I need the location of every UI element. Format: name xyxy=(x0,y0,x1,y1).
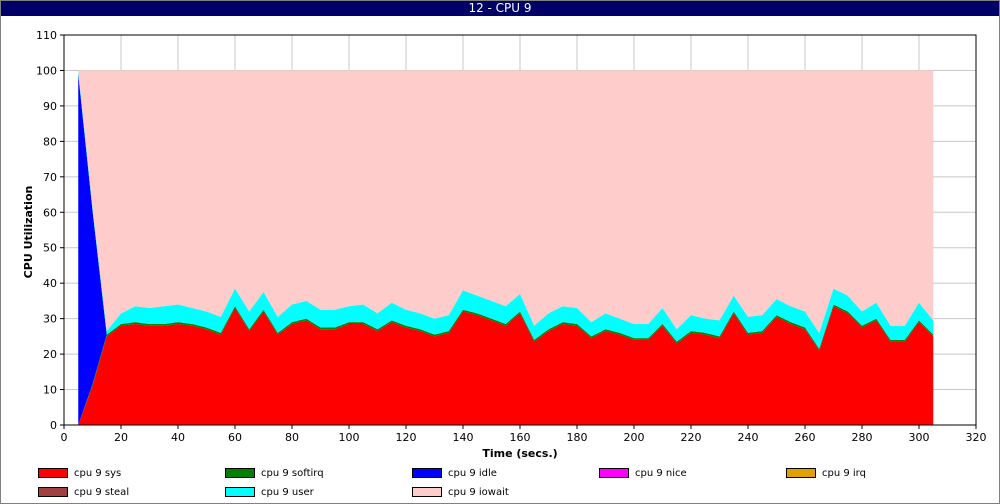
area-cpu-9-sys xyxy=(78,306,934,425)
y-tick-label: 20 xyxy=(43,348,57,361)
y-tick-label: 40 xyxy=(43,277,57,290)
legend-label: cpu 9 softirq xyxy=(261,467,324,479)
legend-item: cpu 9 user xyxy=(225,485,314,499)
x-tick-label: 40 xyxy=(171,431,185,444)
legend-label: cpu 9 irq xyxy=(822,467,866,479)
x-tick-label: 0 xyxy=(61,431,68,444)
y-tick-label: 30 xyxy=(43,313,57,326)
x-tick-label: 60 xyxy=(228,431,242,444)
y-tick-label: 70 xyxy=(43,171,57,184)
legend-swatch xyxy=(225,487,255,497)
legend-swatch xyxy=(38,468,68,478)
window-title: 12 - CPU 9 xyxy=(1,1,999,16)
legend-swatch xyxy=(786,468,816,478)
x-tick-label: 300 xyxy=(909,431,930,444)
legend-label: cpu 9 sys xyxy=(74,467,122,479)
x-tick-label: 120 xyxy=(396,431,417,444)
legend-swatch xyxy=(599,468,629,478)
y-tick-label: 80 xyxy=(43,135,57,148)
legend-swatch xyxy=(225,468,255,478)
legend-item: cpu 9 iowait xyxy=(412,485,509,499)
y-axis-label: CPU Utilization xyxy=(22,186,35,279)
x-tick-label: 180 xyxy=(567,431,588,444)
x-tick-label: 160 xyxy=(510,431,531,444)
x-tick-label: 240 xyxy=(738,431,759,444)
legend-item: cpu 9 irq xyxy=(786,466,866,480)
x-tick-label: 280 xyxy=(852,431,873,444)
x-tick-label: 20 xyxy=(114,431,128,444)
legend-label: cpu 9 steal xyxy=(74,486,130,498)
x-tick-label: 220 xyxy=(681,431,702,444)
area-cpu-9-iowait xyxy=(78,70,934,333)
legend-item: cpu 9 sys xyxy=(38,466,121,480)
y-tick-label: 60 xyxy=(43,206,57,219)
legend-label: cpu 9 idle xyxy=(448,467,497,479)
x-tick-label: 80 xyxy=(285,431,299,444)
legend-swatch xyxy=(412,487,442,497)
stacked-areas xyxy=(78,70,934,425)
y-tick-label: 90 xyxy=(43,100,57,113)
legend-label: cpu 9 iowait xyxy=(448,486,509,498)
x-tick-label: 320 xyxy=(966,431,987,444)
y-tick-label: 0 xyxy=(50,419,57,432)
y-axis-ticks: 0 10 20 30 40 50 60 70 80 90 100 110 xyxy=(36,29,64,432)
y-tick-label: 110 xyxy=(36,29,57,42)
x-axis-ticks: 0 20 40 60 80 100 120 140 160 180 200 220 240 260 280 3… xyxy=(61,425,987,444)
x-axis-label: Time (secs.) xyxy=(482,447,557,460)
y-tick-label: 100 xyxy=(36,64,57,77)
y-tick-label: 50 xyxy=(43,242,57,255)
area-cpu-9-user xyxy=(78,70,934,349)
legend-item: cpu 9 nice xyxy=(599,466,687,480)
x-tick-label: 100 xyxy=(339,431,360,444)
legend-label: cpu 9 user xyxy=(261,486,314,498)
legend-swatch xyxy=(38,487,68,497)
x-tick-label: 260 xyxy=(795,431,816,444)
legend-swatch xyxy=(412,468,442,478)
x-tick-label: 140 xyxy=(453,431,474,444)
y-tick-label: 10 xyxy=(43,384,57,397)
legend-item: cpu 9 idle xyxy=(412,466,497,480)
legend-item: cpu 9 softirq xyxy=(225,466,324,480)
x-tick-label: 200 xyxy=(624,431,645,444)
legend-label: cpu 9 nice xyxy=(635,467,687,479)
legend-item: cpu 9 steal xyxy=(38,485,129,499)
